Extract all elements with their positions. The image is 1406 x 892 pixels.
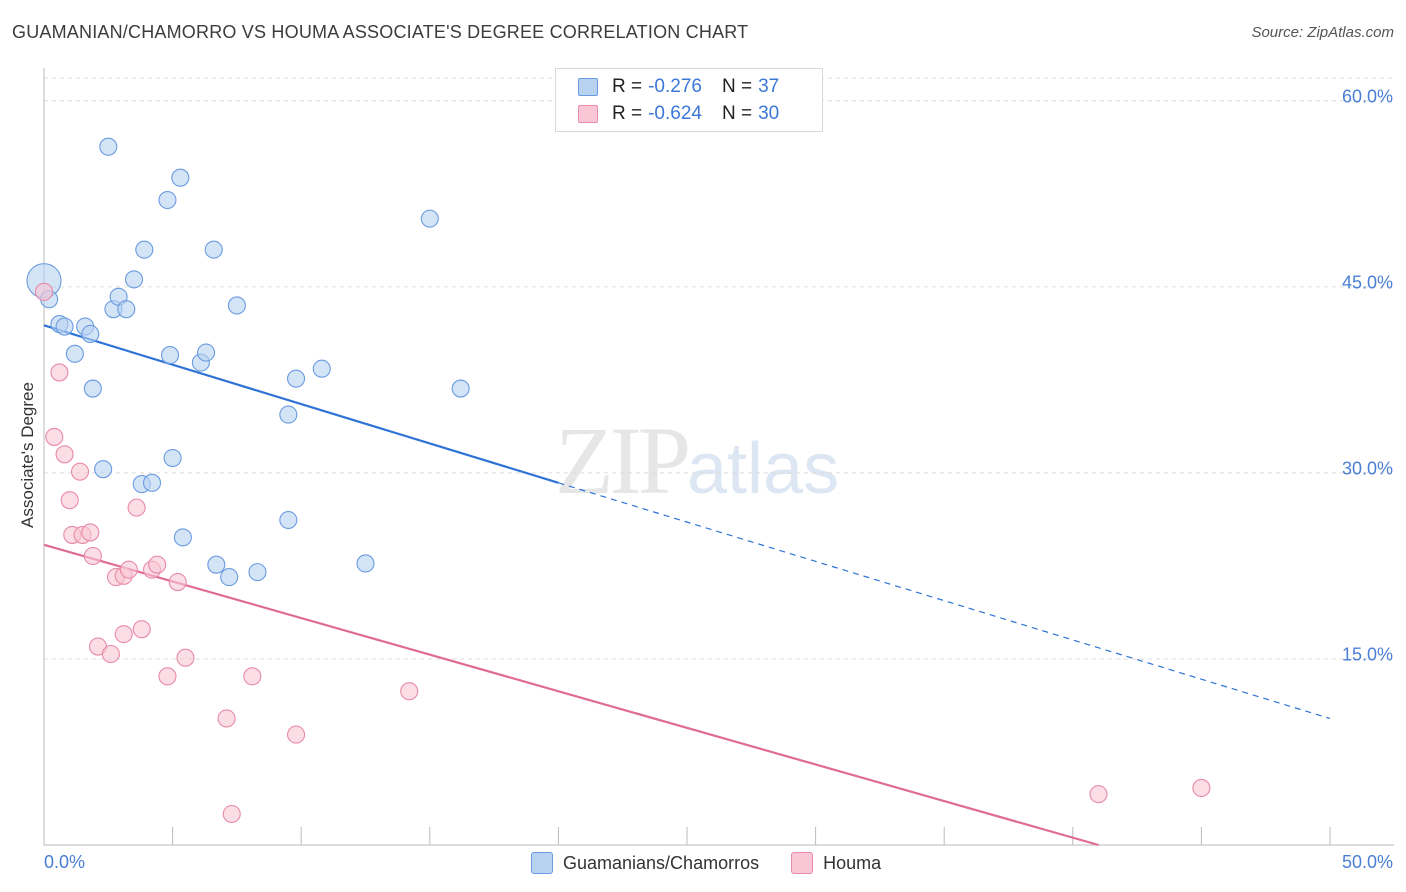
data-point-houma <box>45 427 64 446</box>
trend-line-houma <box>43 543 1099 847</box>
data-point-houma <box>176 648 195 667</box>
data-point-houma <box>60 491 79 510</box>
data-point-guamanian <box>94 460 113 479</box>
data-point-guamanian <box>248 563 267 582</box>
watermark: ZIPatlas <box>555 405 839 516</box>
data-point-houma <box>101 644 120 664</box>
y-tick-label: 30.0% <box>1341 458 1393 479</box>
watermark-atlas: atlas <box>687 429 840 509</box>
trend-line-guamanian <box>43 324 559 484</box>
axes <box>43 68 1394 846</box>
data-point-houma <box>243 667 262 686</box>
r-value: -0.624 <box>648 103 702 124</box>
data-point-guamanian <box>160 346 180 365</box>
data-point-guamanian <box>279 405 298 424</box>
data-point-houma <box>148 555 167 574</box>
pink-swatch <box>578 105 598 123</box>
data-point-houma <box>127 498 146 517</box>
stats-legend: R = -0.276 N = 37 R = -0.624 N = 30 <box>555 68 823 132</box>
n-value: 37 <box>758 76 780 97</box>
data-point-houma <box>158 667 177 686</box>
data-point-guamanian <box>451 379 470 398</box>
n-value: 30 <box>758 103 780 124</box>
y-tick-label: 15.0% <box>1341 644 1393 665</box>
data-point-guamanian <box>163 448 182 468</box>
stats-legend-row-blue: R = -0.276 N = 37 <box>578 74 779 100</box>
trend-lines <box>43 324 1331 847</box>
data-point-houma <box>81 523 100 542</box>
data-point-guamanian <box>207 555 226 574</box>
r-label: R = <box>612 76 643 97</box>
data-point-guamanian <box>81 324 100 344</box>
data-point-houma <box>55 445 74 464</box>
data-point-guamanian <box>173 528 192 547</box>
data-point-guamanian <box>227 296 246 315</box>
data-point-guamanian <box>196 343 216 362</box>
source-credit: Source: ZipAtlas.com <box>1251 24 1394 41</box>
data-point-houma <box>1089 785 1108 804</box>
data-point-houma <box>222 804 241 824</box>
r-value: -0.276 <box>648 76 702 97</box>
y-tick-label: 45.0% <box>1341 272 1393 293</box>
chart-title: GUAMANIAN/CHAMORRO VS HOUMA ASSOCIATE'S … <box>12 22 749 42</box>
blue-swatch <box>531 852 553 874</box>
y-tick-label: 60.0% <box>1341 86 1393 107</box>
watermark-zip: ZIP <box>555 407 691 514</box>
data-point-houma <box>168 573 187 592</box>
data-point-houma <box>34 282 54 301</box>
data-point-guamanian <box>83 379 102 398</box>
data-point-guamanian <box>55 317 74 336</box>
x-tick-label: 0.0% <box>44 852 86 872</box>
data-point-houma <box>50 363 69 382</box>
n-label: N = <box>721 103 753 124</box>
legend-label: Houma <box>823 852 882 873</box>
n-label: N = <box>721 76 753 97</box>
data-point-guamanian <box>99 137 118 156</box>
data-point-guamanian <box>204 240 223 259</box>
data-point-guamanian <box>171 168 190 187</box>
blue-swatch <box>578 78 598 96</box>
x-tick-label: 50.0% <box>1341 852 1393 872</box>
data-points <box>26 137 1211 824</box>
data-point-houma <box>217 709 236 728</box>
data-point-houma <box>1192 778 1211 797</box>
data-point-houma <box>83 546 102 566</box>
data-point-houma <box>287 725 306 744</box>
trend-line-extension <box>558 482 1331 720</box>
pink-swatch <box>791 852 814 874</box>
data-point-guamanian <box>65 344 84 363</box>
legend-item-guamanians[interactable]: Guamanians/Chamorros <box>531 852 759 874</box>
stats-legend-row-pink: R = -0.624 N = 30 <box>578 101 779 127</box>
data-point-houma <box>132 620 151 639</box>
legend-label: Guamanians/Chamorros <box>563 852 760 873</box>
data-point-guamanian <box>279 510 298 530</box>
r-label: R = <box>612 103 643 124</box>
data-point-guamanian <box>420 209 439 228</box>
data-point-guamanian <box>356 554 375 573</box>
data-point-houma <box>400 682 419 701</box>
data-point-guamanian <box>142 473 162 492</box>
data-point-houma <box>119 560 138 579</box>
data-point-houma <box>70 462 90 481</box>
gridlines <box>44 77 1394 660</box>
data-point-guamanian <box>117 300 136 319</box>
series-legend: Guamanians/Chamorros Houma <box>531 852 913 874</box>
data-point-guamanian <box>287 369 306 388</box>
data-point-guamanian <box>124 270 144 289</box>
data-point-guamanian <box>135 240 154 259</box>
data-point-guamanian <box>158 190 177 210</box>
data-point-guamanian <box>312 359 331 378</box>
data-point-houma <box>114 625 133 644</box>
data-point-guamanian <box>220 568 239 587</box>
legend-item-houma[interactable]: Houma <box>791 852 881 874</box>
